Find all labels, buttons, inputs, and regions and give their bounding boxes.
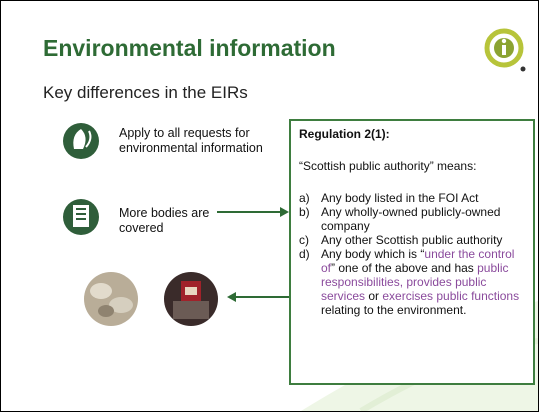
arrow-right bbox=[217, 207, 289, 217]
item-text: Any body which is “under the control of”… bbox=[321, 247, 525, 317]
logo bbox=[484, 28, 526, 72]
list-item: a) Any body listed in the FOI Act bbox=[299, 191, 525, 205]
building-icon bbox=[63, 199, 99, 235]
text-segment: relating to the environment. bbox=[321, 303, 467, 317]
shells-photo bbox=[84, 272, 138, 326]
text-segment: Any body listed in the FOI Act bbox=[321, 191, 479, 205]
arrow-left bbox=[227, 292, 289, 302]
item-text: Any wholly-owned publicly-owned company bbox=[321, 205, 525, 233]
box-heading: Regulation 2(1): bbox=[299, 127, 390, 141]
item-label: a) bbox=[299, 191, 310, 205]
text-segment: Any other Scottish public authority bbox=[321, 233, 503, 247]
regulation-box: Regulation 2(1): “Scottish public author… bbox=[289, 119, 535, 385]
point-text: Apply to all requests for environmental … bbox=[119, 126, 263, 155]
list-item: b) Any wholly-owned publicly-owned compan… bbox=[299, 205, 525, 233]
item-text: Any other Scottish public authority bbox=[321, 233, 525, 247]
item-text: Any body listed in the FOI Act bbox=[321, 191, 525, 205]
slide-subtitle: Key differences in the EIRs bbox=[43, 83, 248, 102]
slide-title: Environmental information bbox=[43, 35, 336, 61]
list-item: d) Any body which is “under the control o… bbox=[299, 247, 525, 317]
text-segment: exercises public functions bbox=[382, 289, 520, 303]
box-list: a) Any body listed in the FOI Act b) Any wh… bbox=[299, 191, 525, 317]
leaf-icon bbox=[63, 123, 99, 159]
text-segment: or bbox=[365, 289, 383, 303]
text-segment: ” one of the above and has bbox=[331, 261, 478, 275]
building-photo bbox=[164, 272, 218, 326]
text-segment: public responsibilities, provides public… bbox=[321, 261, 509, 303]
text-segment: under the control of bbox=[321, 247, 515, 275]
text-segment: Any wholly-owned publicly-owned company bbox=[321, 205, 501, 233]
text-segment: Any body which is “ bbox=[321, 247, 425, 261]
list-item: c) Any other Scottish public authority bbox=[299, 233, 525, 247]
item-label: d) bbox=[299, 247, 310, 261]
item-label: b) bbox=[299, 205, 310, 219]
point-text: More bodies are covered bbox=[119, 206, 210, 235]
item-label: c) bbox=[299, 233, 309, 247]
box-intro: “Scottish public authority” means: bbox=[299, 159, 477, 173]
